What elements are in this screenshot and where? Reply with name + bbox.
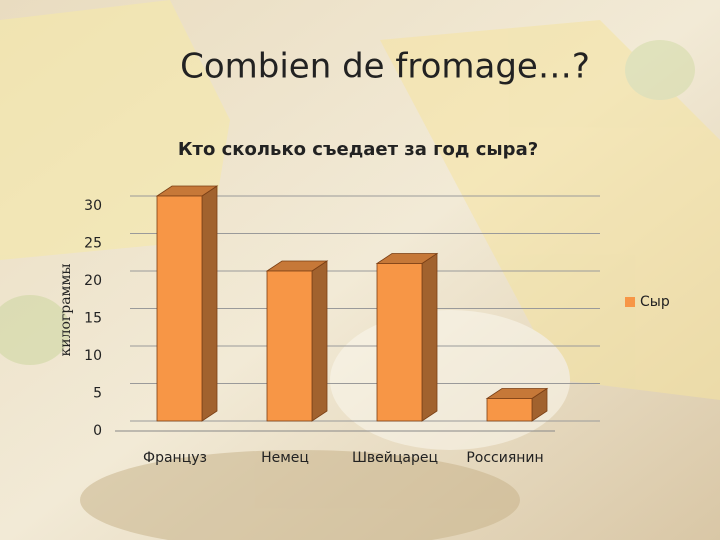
slide-title: Combien de fromage…? xyxy=(180,47,590,87)
bar-side xyxy=(201,185,218,422)
x-tick-label: Немец xyxy=(261,450,309,466)
y-tick-label: 0 xyxy=(93,423,102,439)
y-axis-label: килограммы xyxy=(58,264,74,357)
bar xyxy=(486,398,533,422)
bar xyxy=(376,263,423,422)
y-tick-label: 20 xyxy=(84,273,102,289)
x-tick-label: Француз xyxy=(143,450,207,466)
y-tick-label: 10 xyxy=(84,348,102,364)
legend-swatch xyxy=(625,297,635,307)
y-tick-label: 30 xyxy=(84,198,102,214)
x-tick-label: Швейцарец xyxy=(352,450,438,466)
bar-side xyxy=(311,260,328,422)
legend-label: Сыр xyxy=(640,294,670,310)
bar xyxy=(156,195,203,422)
bar xyxy=(266,270,313,422)
x-tick-label: Россиянин xyxy=(466,450,543,466)
y-tick-label: 15 xyxy=(84,311,102,327)
chart-title: Кто сколько съедает за год сыра? xyxy=(178,139,538,160)
y-tick-label: 5 xyxy=(93,386,102,402)
y-tick-label: 25 xyxy=(84,236,102,252)
bar-side xyxy=(421,252,438,422)
